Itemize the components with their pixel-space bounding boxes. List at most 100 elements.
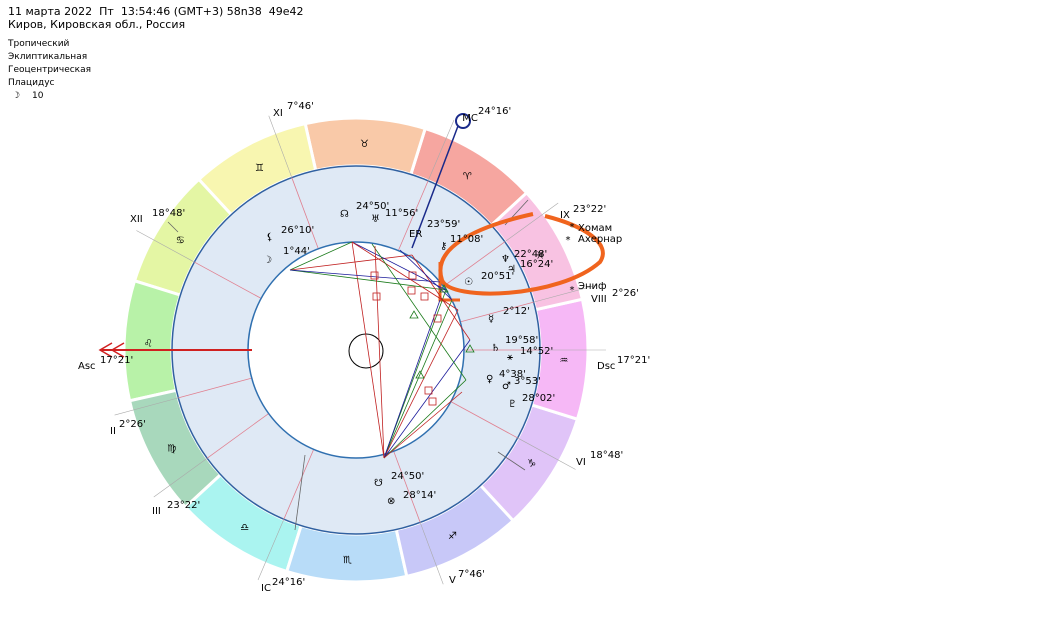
cusp-line (460, 301, 534, 323)
planet-degree: 3°53' (514, 376, 541, 387)
planet-degree: 26°10' (281, 225, 314, 236)
planet-degree: 2°12' (503, 306, 530, 317)
house-label: IX (560, 210, 570, 221)
setting: Эклиптикальная (8, 52, 87, 62)
cusp-line (294, 454, 306, 531)
star-name: Ахернар (578, 234, 622, 245)
house-label: II (110, 426, 116, 437)
house-label: V (449, 575, 456, 586)
house-degree: 23°22' (167, 500, 200, 511)
cusp-line (206, 413, 269, 459)
planet-glyph: ♂ (502, 381, 511, 392)
planet-glyph: ☊ (340, 209, 349, 220)
moon-value: 10 (32, 91, 44, 101)
planet-degree: 19°58' (505, 335, 538, 346)
planet-glyph: ☋ (374, 478, 383, 489)
planet-degree: 24°50' (356, 201, 389, 212)
sign-glyph: ♎ (240, 523, 249, 534)
house-label: XI (273, 108, 283, 119)
cusp-tick (504, 202, 559, 243)
cusp-tick (153, 457, 208, 498)
planet-degree: 23°59' (427, 219, 460, 230)
cusp-tick (517, 437, 576, 470)
cusp-tick (257, 519, 285, 581)
house-degree: 2°26' (119, 419, 146, 430)
house-label: III (152, 506, 161, 517)
planet-degree: 28°02' (522, 393, 555, 404)
sign-glyph: ♏ (343, 555, 352, 566)
sign-glyph: ♌ (144, 338, 153, 349)
house-degree: 24°16' (272, 577, 305, 588)
planet-glyph: ♅ (371, 214, 380, 225)
house-degree: 18°48' (590, 450, 623, 461)
cusp-line (393, 451, 421, 523)
house-degree: 17°21' (100, 355, 133, 366)
star-mark: * (570, 222, 575, 233)
house-label: IC (261, 583, 271, 594)
house-label: VI (576, 457, 586, 468)
planet-glyph: ♄ (491, 343, 500, 354)
sign-glyph: ♓ (536, 250, 545, 261)
planet-degree: 28°14' (403, 490, 436, 501)
planet-degree: 14°52' (520, 346, 553, 357)
house-degree: 7°46' (287, 101, 314, 112)
cusp-line (450, 401, 518, 439)
house-label: Asc (78, 361, 96, 372)
house-label: MC (462, 113, 478, 124)
wheel: ♈ ♉ ♊ ♋ ♌ ♍ ♎ ♏ ♐ ♑ ♒ ♓ (106, 115, 606, 585)
cusp-tick (114, 397, 179, 416)
star-name: Эниф (578, 281, 607, 292)
cusp-tick (427, 119, 455, 181)
asc-arrow (98, 342, 125, 358)
star-name: Хомам (578, 223, 612, 234)
planet-glyph: ER (409, 229, 422, 240)
house-degree: 2°26' (612, 288, 639, 299)
location: Киров, Кировская обл., Россия (8, 18, 185, 31)
cusp-line (443, 241, 506, 287)
cusp-line (194, 261, 262, 299)
cusp-line (397, 180, 429, 251)
house-label: Dsc (597, 361, 615, 372)
cusp-line (167, 221, 179, 233)
cusp-tick (533, 284, 598, 303)
star-mark: * (566, 235, 571, 246)
house-label: XII (130, 214, 143, 225)
planet-degree: 20°51' (481, 271, 514, 282)
sign-glyph: ♒ (559, 356, 568, 367)
setting: Плацидус (8, 78, 55, 88)
planet-glyph: ⚷ (440, 241, 447, 252)
planet-degree: 4°38' (499, 369, 526, 380)
planet-glyph: ♀ (486, 374, 493, 385)
planet-glyph: ☉ (464, 277, 473, 288)
house-degree: 24°16' (478, 106, 511, 117)
setting: Тропический (7, 39, 70, 49)
planet-glyph: ⚹ (507, 352, 513, 363)
cusp-line (283, 449, 315, 520)
house-degree: 23°22' (573, 204, 606, 215)
cusp-line (178, 377, 252, 399)
sign-glyph: ♐ (448, 531, 457, 542)
cusp-tick (419, 522, 444, 585)
cusp-tick (268, 115, 293, 178)
planet-glyph: ⊗ (387, 496, 395, 507)
sign-glyph: ♑ (527, 458, 536, 469)
planet-glyph: ♃ (507, 264, 516, 275)
sign-glyph: ♊ (255, 163, 264, 174)
planet-glyph: ☿ (488, 314, 494, 325)
sign-glyph: ♍ (167, 444, 176, 455)
house-degree: 17°21' (617, 355, 650, 366)
planet-degree: 11°56' (385, 208, 418, 219)
sign-glyph: ♈ (463, 171, 472, 182)
planet-degree: 1°44' (283, 246, 310, 257)
planet-degree: 24°50' (391, 471, 424, 482)
aspects (289, 241, 475, 459)
highlight-oval (438, 212, 605, 296)
sign-glyph: ♉ (360, 139, 369, 150)
planet-degree: 16°24' (520, 259, 553, 270)
house-label: VIII (591, 294, 607, 305)
date-line: 11 марта 2022 Пт 13:54:46 (GMT+3) 58n38 … (8, 5, 303, 18)
planet-glyph: ⚸ (266, 232, 273, 243)
house-degree: 18°48' (152, 208, 185, 219)
